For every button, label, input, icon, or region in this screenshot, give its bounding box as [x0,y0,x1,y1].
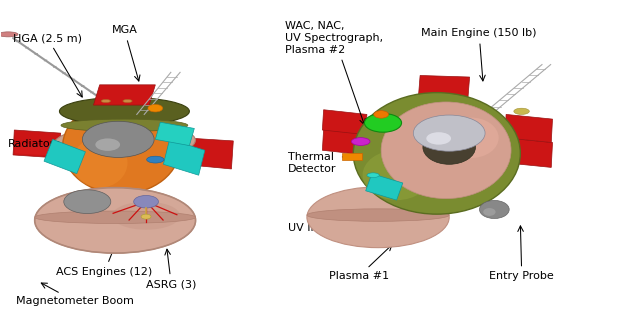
Ellipse shape [423,130,476,164]
Ellipse shape [0,32,18,37]
Ellipse shape [443,118,498,158]
Circle shape [414,115,485,151]
Polygon shape [505,115,552,142]
Ellipse shape [352,138,370,146]
Ellipse shape [35,211,195,223]
Ellipse shape [61,119,188,131]
Circle shape [82,121,154,157]
Ellipse shape [483,208,495,216]
Ellipse shape [147,156,164,163]
Text: WAC, NAC,
UV Spectrograph,
Plasma #2: WAC, NAC, UV Spectrograph, Plasma #2 [285,22,383,125]
Ellipse shape [307,187,449,248]
Polygon shape [322,110,367,135]
Ellipse shape [101,100,110,103]
Polygon shape [418,75,469,100]
Polygon shape [164,139,205,175]
Polygon shape [182,138,233,169]
Ellipse shape [112,202,180,230]
Circle shape [374,111,389,118]
Text: ACS Engines (12): ACS Engines (12) [56,244,153,277]
Ellipse shape [123,100,132,103]
Text: ASRG (3): ASRG (3) [146,249,197,289]
Ellipse shape [363,150,431,200]
Circle shape [365,114,402,132]
Circle shape [427,132,451,145]
Text: MGA: MGA [112,25,140,81]
Circle shape [95,138,120,151]
Ellipse shape [514,108,529,115]
Circle shape [148,105,163,112]
Ellipse shape [381,102,511,198]
Ellipse shape [479,200,509,218]
Polygon shape [15,143,59,156]
Text: Thermal
Detector: Thermal Detector [288,151,365,173]
Text: Radiators: Radiators [8,139,61,154]
Ellipse shape [353,93,520,214]
Polygon shape [505,138,552,167]
Ellipse shape [35,188,195,253]
Ellipse shape [63,100,180,194]
Ellipse shape [367,173,379,177]
Polygon shape [44,139,86,174]
Ellipse shape [72,138,128,188]
Ellipse shape [60,97,189,125]
Polygon shape [13,130,61,158]
Text: HGA (2.5 m): HGA (2.5 m) [13,33,82,97]
Circle shape [64,190,111,213]
FancyBboxPatch shape [342,153,362,160]
Polygon shape [322,129,367,155]
Text: Main Engine (150 lb): Main Engine (150 lb) [422,28,537,81]
Text: Magnetometer Boom: Magnetometer Boom [16,283,134,306]
Text: Entry Probe: Entry Probe [489,226,554,281]
Polygon shape [94,85,156,105]
Text: Plasma #1: Plasma #1 [329,245,392,281]
Ellipse shape [53,124,195,162]
Ellipse shape [307,209,449,221]
Polygon shape [156,122,194,146]
Circle shape [134,195,159,208]
Text: UV Imaging Spec.: UV Imaging Spec. [288,203,388,233]
Polygon shape [366,174,403,200]
Circle shape [141,214,151,219]
